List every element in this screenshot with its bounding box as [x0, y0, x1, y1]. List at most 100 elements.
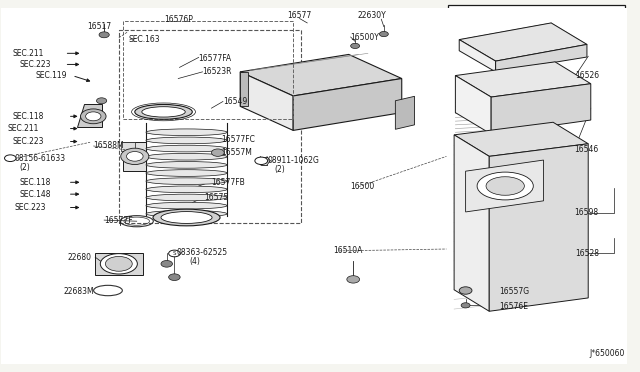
Text: 08363-62525: 08363-62525: [176, 248, 227, 257]
Ellipse shape: [146, 178, 227, 185]
Circle shape: [161, 260, 173, 267]
Text: 16577FC: 16577FC: [221, 135, 255, 144]
Text: 16510A: 16510A: [333, 246, 362, 255]
Ellipse shape: [146, 186, 227, 193]
Circle shape: [99, 32, 109, 38]
Ellipse shape: [146, 153, 227, 160]
Circle shape: [351, 43, 360, 48]
Text: 16577FB: 16577FB: [211, 178, 245, 187]
Ellipse shape: [93, 285, 122, 296]
Ellipse shape: [146, 211, 227, 217]
Polygon shape: [121, 141, 135, 151]
Text: 22680: 22680: [68, 253, 92, 262]
Ellipse shape: [146, 161, 227, 168]
Text: 08911-1062G: 08911-1062G: [268, 156, 319, 165]
Circle shape: [121, 148, 149, 164]
Polygon shape: [240, 72, 293, 131]
Polygon shape: [454, 135, 489, 311]
FancyBboxPatch shape: [448, 5, 625, 350]
Text: B: B: [8, 156, 12, 161]
Ellipse shape: [161, 212, 212, 224]
Polygon shape: [77, 105, 102, 128]
Text: 16575: 16575: [204, 193, 228, 202]
Text: 16577: 16577: [287, 11, 312, 20]
Text: SEC.211: SEC.211: [7, 124, 38, 133]
Text: (2): (2): [274, 165, 285, 174]
Text: 16526: 16526: [575, 71, 600, 80]
Text: 16549: 16549: [223, 97, 247, 106]
Text: SEC.119: SEC.119: [36, 71, 67, 80]
Circle shape: [4, 155, 16, 161]
Polygon shape: [124, 141, 147, 171]
Text: 16577F: 16577F: [104, 216, 132, 225]
Ellipse shape: [142, 107, 185, 117]
Text: SEC.223: SEC.223: [12, 137, 44, 146]
Text: 16546: 16546: [574, 145, 598, 154]
Text: SEC.118: SEC.118: [20, 178, 51, 187]
Polygon shape: [396, 96, 415, 129]
Ellipse shape: [135, 105, 192, 119]
Polygon shape: [460, 39, 495, 72]
Ellipse shape: [146, 137, 227, 144]
Ellipse shape: [146, 170, 227, 176]
Text: 16500Y: 16500Y: [351, 32, 380, 42]
Ellipse shape: [146, 129, 227, 136]
Text: J*650060: J*650060: [590, 349, 625, 358]
Text: SEC.223: SEC.223: [20, 60, 51, 69]
Text: (4): (4): [189, 257, 200, 266]
Text: 16523R: 16523R: [202, 67, 232, 76]
Text: 22630Y: 22630Y: [358, 11, 387, 20]
Text: 16557M: 16557M: [221, 148, 252, 157]
Ellipse shape: [146, 202, 227, 209]
Ellipse shape: [477, 172, 533, 200]
Ellipse shape: [146, 145, 227, 152]
FancyBboxPatch shape: [95, 253, 143, 275]
Text: SEC.223: SEC.223: [15, 203, 46, 212]
FancyBboxPatch shape: [1, 8, 627, 364]
Circle shape: [169, 274, 180, 280]
Text: N: N: [259, 158, 264, 163]
Text: 16576E: 16576E: [499, 302, 528, 311]
Circle shape: [169, 250, 180, 257]
Text: S: S: [173, 251, 176, 256]
Ellipse shape: [100, 254, 138, 274]
Circle shape: [347, 276, 360, 283]
Text: SEC.118: SEC.118: [12, 112, 44, 121]
Polygon shape: [454, 122, 588, 156]
Text: 16528: 16528: [575, 249, 600, 258]
Text: 22683M: 22683M: [63, 287, 94, 296]
Text: SEC.211: SEC.211: [12, 49, 44, 58]
Text: SEC.148: SEC.148: [20, 190, 51, 199]
Circle shape: [127, 151, 143, 161]
Text: 08156-61633: 08156-61633: [15, 154, 66, 163]
Text: 16517: 16517: [88, 22, 112, 31]
Circle shape: [97, 98, 107, 104]
Circle shape: [460, 287, 472, 294]
Circle shape: [86, 112, 101, 121]
Circle shape: [211, 149, 224, 156]
Polygon shape: [293, 78, 402, 131]
Polygon shape: [466, 160, 543, 212]
Polygon shape: [460, 23, 587, 61]
Circle shape: [461, 303, 470, 308]
Circle shape: [255, 157, 268, 164]
Polygon shape: [456, 62, 591, 97]
Ellipse shape: [486, 177, 524, 195]
Text: 16557G: 16557G: [499, 287, 529, 296]
Ellipse shape: [153, 209, 220, 226]
Polygon shape: [489, 144, 588, 311]
Circle shape: [380, 32, 388, 37]
Polygon shape: [456, 76, 491, 134]
Text: 16598: 16598: [574, 208, 598, 217]
Text: (2): (2): [20, 163, 31, 172]
Text: 16576P: 16576P: [164, 16, 193, 25]
Text: 16500: 16500: [351, 182, 375, 191]
Text: SEC.163: SEC.163: [129, 35, 160, 44]
Polygon shape: [240, 72, 248, 106]
Polygon shape: [240, 54, 402, 96]
Ellipse shape: [106, 256, 132, 271]
Text: 16588M: 16588M: [93, 141, 124, 151]
Polygon shape: [495, 44, 587, 72]
Circle shape: [81, 109, 106, 124]
Text: 16577FA: 16577FA: [198, 54, 232, 62]
